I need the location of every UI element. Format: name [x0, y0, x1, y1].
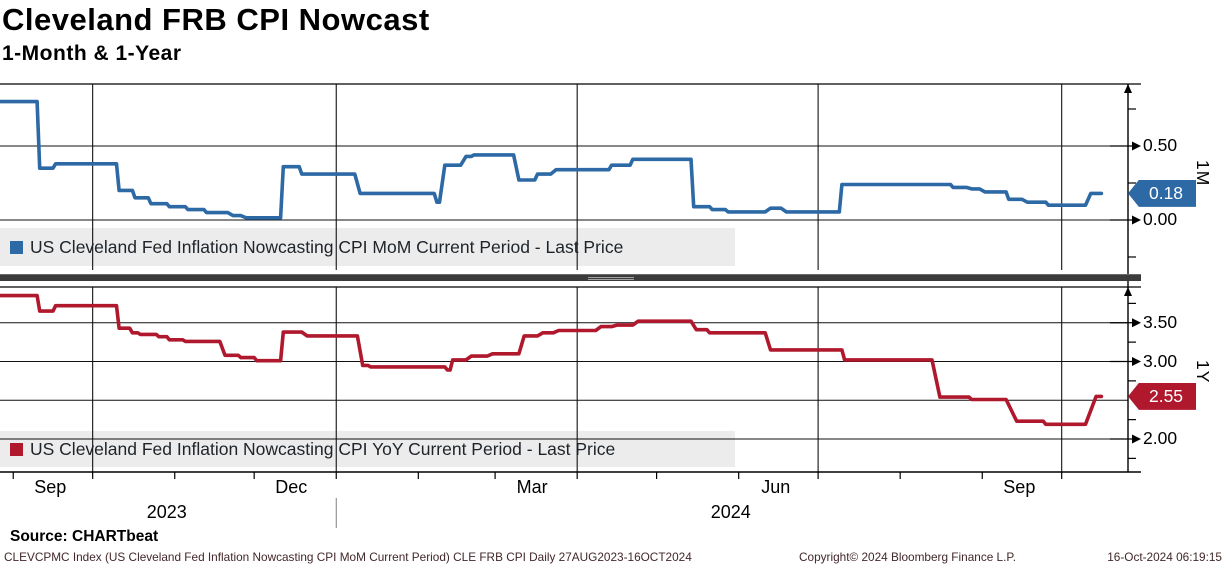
- legend-1m[interactable]: US Cleveland Fed Inflation Nowcasting CP…: [0, 228, 735, 266]
- source-line: Source: CHARTbeat: [10, 528, 159, 545]
- footer-ticker-info: CLEVCPMC Index (US Cleveland Fed Inflati…: [4, 550, 692, 564]
- footer-copyright: Copyright© 2024 Bloomberg Finance L.P.: [799, 550, 1017, 564]
- last-price-badge-1m: 0.18: [1128, 179, 1196, 207]
- last-price-badge-1y: 2.55: [1128, 382, 1196, 410]
- legend-label-1y: US Cleveland Fed Inflation Nowcasting CP…: [30, 438, 616, 459]
- axis-top-arrow: [1124, 287, 1132, 296]
- axis-tick-arrow: [1132, 318, 1141, 328]
- series-marker-1y: [10, 442, 23, 456]
- panel-label-1y: 1Y: [1193, 360, 1213, 384]
- chart-subtitle: 1-Month & 1-Year: [2, 42, 182, 65]
- panel-divider: [0, 274, 1141, 281]
- legend-1y[interactable]: US Cleveland Fed Inflation Nowcasting CP…: [0, 431, 735, 467]
- series-line-1y: [0, 293, 1104, 427]
- panel-label-1m: 1M: [1193, 160, 1213, 187]
- axis-tick-arrow: [1132, 141, 1141, 151]
- legend-band: [0, 431, 735, 467]
- legend-band: [0, 228, 735, 266]
- axis-tick-arrow: [1132, 357, 1141, 366]
- series-line-1m: [0, 99, 1104, 220]
- footer-datetime: 16-Oct-2024 06:19:15: [1107, 550, 1222, 564]
- axis-tick-arrow: [1132, 434, 1141, 444]
- axis-top-arrow: [1124, 84, 1132, 93]
- series-marker-1m: [10, 240, 23, 254]
- chart-title: Cleveland FRB CPI Nowcast: [2, 2, 430, 37]
- panel-divider-handle[interactable]: [588, 276, 634, 281]
- axis-tick-arrow: [1132, 215, 1141, 225]
- legend-label-1m: US Cleveland Fed Inflation Nowcasting CP…: [30, 236, 624, 257]
